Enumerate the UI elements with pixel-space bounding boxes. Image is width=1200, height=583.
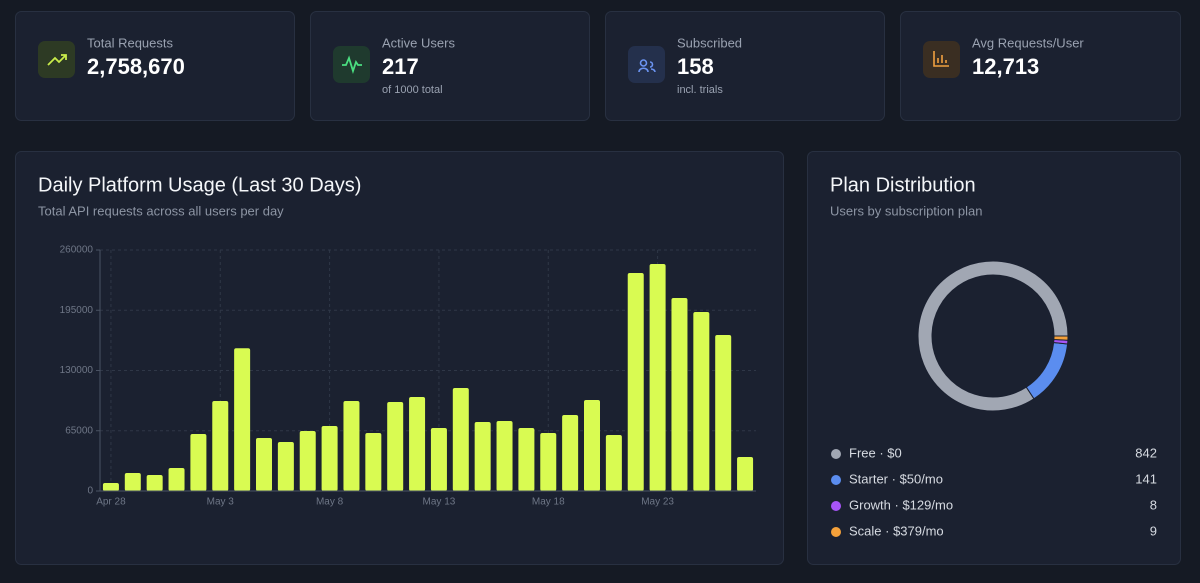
legend-swatch — [831, 501, 841, 511]
y-tick-label: 130000 — [60, 365, 94, 376]
bar — [365, 432, 382, 491]
chart-title: Daily Platform Usage (Last 30 Days) — [38, 174, 361, 196]
stat-title: Avg Requests/User — [972, 35, 1084, 50]
x-tick-label: May 3 — [207, 497, 235, 508]
bar — [540, 432, 557, 491]
x-tick-label: May 23 — [641, 497, 674, 508]
x-tick-label: Apr 28 — [96, 497, 126, 508]
bar — [409, 397, 426, 491]
bar — [234, 348, 251, 491]
stat-note: incl. trials — [677, 84, 723, 96]
chart-title: Plan Distribution — [830, 174, 976, 196]
bar — [387, 402, 404, 491]
bar — [649, 263, 666, 491]
icon-users — [638, 59, 656, 73]
stat-value: 158 — [677, 54, 714, 79]
bar — [562, 414, 579, 491]
stat-note: of 1000 total — [382, 84, 443, 96]
stat-value: 12,713 — [972, 54, 1039, 79]
x-tick-label: May 13 — [423, 497, 456, 508]
stat-card — [900, 11, 1181, 121]
bar — [277, 441, 294, 491]
y-tick-label: 0 — [87, 486, 93, 497]
bar — [584, 399, 600, 491]
stat-card — [310, 11, 590, 121]
y-tick-label: 260000 — [60, 245, 94, 256]
bar — [496, 421, 513, 491]
legend-swatch — [831, 475, 841, 485]
chart-subtitle: Total API requests across all users per … — [38, 203, 284, 218]
pie-slice — [917, 260, 1069, 412]
y-tick-label: 195000 — [60, 305, 94, 316]
stat-card — [15, 11, 295, 121]
chart-card — [807, 151, 1181, 565]
bar — [168, 468, 185, 491]
stat-title: Subscribed — [677, 35, 742, 50]
legend-swatch — [831, 449, 841, 459]
stat-title: Total Requests — [87, 35, 173, 50]
bar — [299, 431, 316, 491]
bar — [146, 474, 163, 491]
legend-label: Growth · $129/mo — [849, 497, 953, 512]
legend-value: 842 — [1135, 445, 1157, 460]
bar — [715, 334, 732, 491]
bar — [102, 483, 119, 491]
legend-value: 141 — [1135, 471, 1157, 486]
stat-value: 217 — [382, 54, 419, 79]
legend-swatch — [831, 527, 841, 537]
bar — [430, 427, 447, 491]
y-tick-label: 65000 — [65, 425, 93, 436]
icon-trend — [47, 54, 67, 66]
stat-card — [605, 11, 885, 121]
legend-label: Starter · $50/mo — [849, 471, 943, 486]
bar — [321, 426, 338, 491]
bar — [474, 422, 491, 491]
x-tick-label: May 8 — [316, 497, 344, 508]
bar — [452, 388, 469, 491]
stat-title: Active Users — [382, 35, 455, 50]
legend-value: 8 — [1150, 497, 1157, 512]
bar — [627, 272, 644, 491]
bar — [256, 437, 272, 491]
bar — [693, 312, 710, 491]
bar — [212, 400, 229, 491]
bar — [124, 473, 141, 491]
bar — [518, 427, 535, 491]
stat-value: 2,758,670 — [87, 54, 185, 79]
icon-chart — [933, 51, 949, 67]
bar — [343, 400, 360, 491]
legend-value: 9 — [1150, 523, 1157, 538]
icon-pulse — [342, 55, 362, 74]
pie-slice — [1053, 335, 1069, 341]
bar — [605, 435, 622, 491]
legend-label: Free · $0 — [849, 445, 902, 460]
chart-subtitle: Users by subscription plan — [830, 203, 982, 218]
legend-label: Scale · $379/mo — [849, 523, 944, 538]
bar — [737, 456, 754, 491]
bar — [190, 433, 207, 491]
x-tick-label: May 18 — [532, 497, 565, 508]
bar — [671, 298, 688, 491]
